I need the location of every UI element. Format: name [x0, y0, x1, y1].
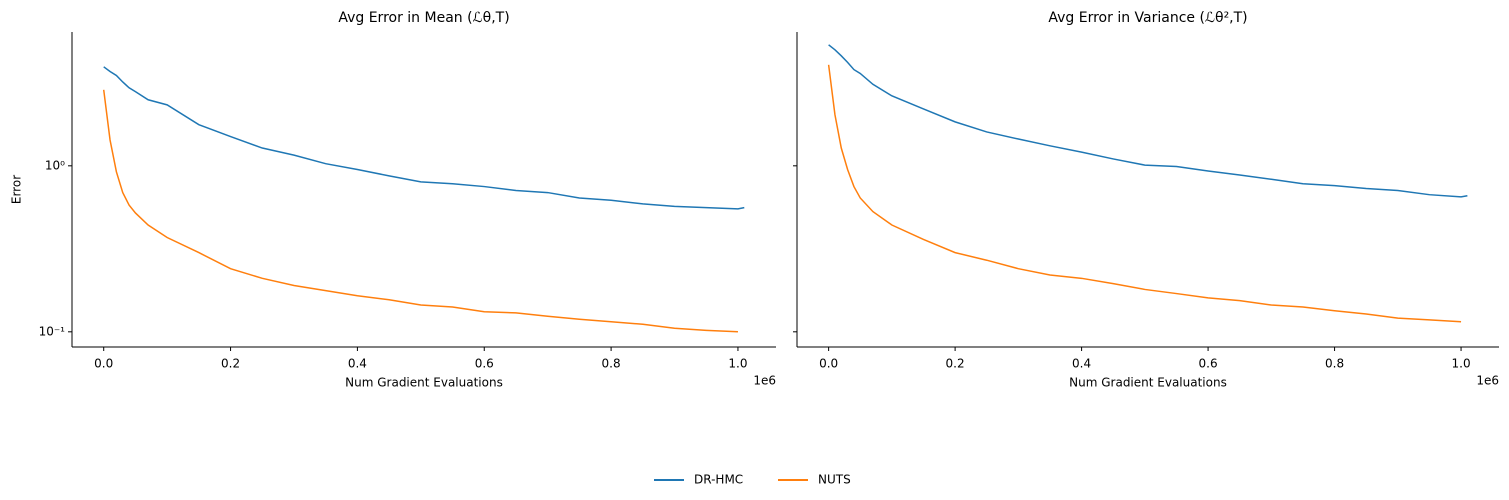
subplot-title: Avg Error in Mean (ℒθ,T) — [338, 10, 509, 26]
y-tick-label: 10⁰ — [45, 158, 65, 172]
x-tick-label: 0.8 — [1325, 357, 1344, 371]
subplot: 0.0 0.2 0.4 0.6 0.8 1.0 Avg Error in Variance … — [793, 10, 1499, 390]
x-tick-label: 1.0 — [728, 357, 747, 371]
x-tick-label: 0.0 — [819, 357, 838, 371]
x-offset-label: 1e6 — [753, 374, 776, 388]
x-tick-label: 0.2 — [221, 357, 240, 371]
x-tick-label: 0.4 — [348, 357, 367, 371]
data-line — [828, 44, 1468, 198]
legend: DR-HMC NUTS — [654, 473, 851, 487]
x-tick-label: 0.6 — [475, 357, 494, 371]
x-tick-label: 1.0 — [1452, 357, 1471, 371]
x-axis-label: Num Gradient Evaluations — [345, 376, 503, 390]
y-axis-label: Error — [10, 175, 24, 204]
y-tick-label: 10⁻¹ — [39, 324, 66, 338]
subplot: 0.0 0.2 0.4 0.6 0.8 1.0 10⁻¹ 10⁰ Avg Error in Me… — [10, 10, 776, 390]
subplot-title: Avg Error in Variance (ℒθ²,T) — [1048, 10, 1247, 26]
x-axis-label: Num Gradient Evaluations — [1069, 376, 1227, 390]
data-line — [827, 64, 1462, 323]
x-tick-label: 0.8 — [602, 357, 621, 371]
data-line — [103, 66, 745, 210]
legend-label: NUTS — [818, 473, 851, 487]
x-tick-label: 0.0 — [94, 357, 113, 371]
x-tick-label: 0.6 — [1199, 357, 1218, 371]
x-offset-label: 1e6 — [1476, 374, 1499, 388]
x-tick-label: 0.4 — [1072, 357, 1091, 371]
data-line — [102, 89, 738, 333]
legend-label: DR-HMC — [694, 473, 743, 487]
x-tick-label: 0.2 — [946, 357, 965, 371]
